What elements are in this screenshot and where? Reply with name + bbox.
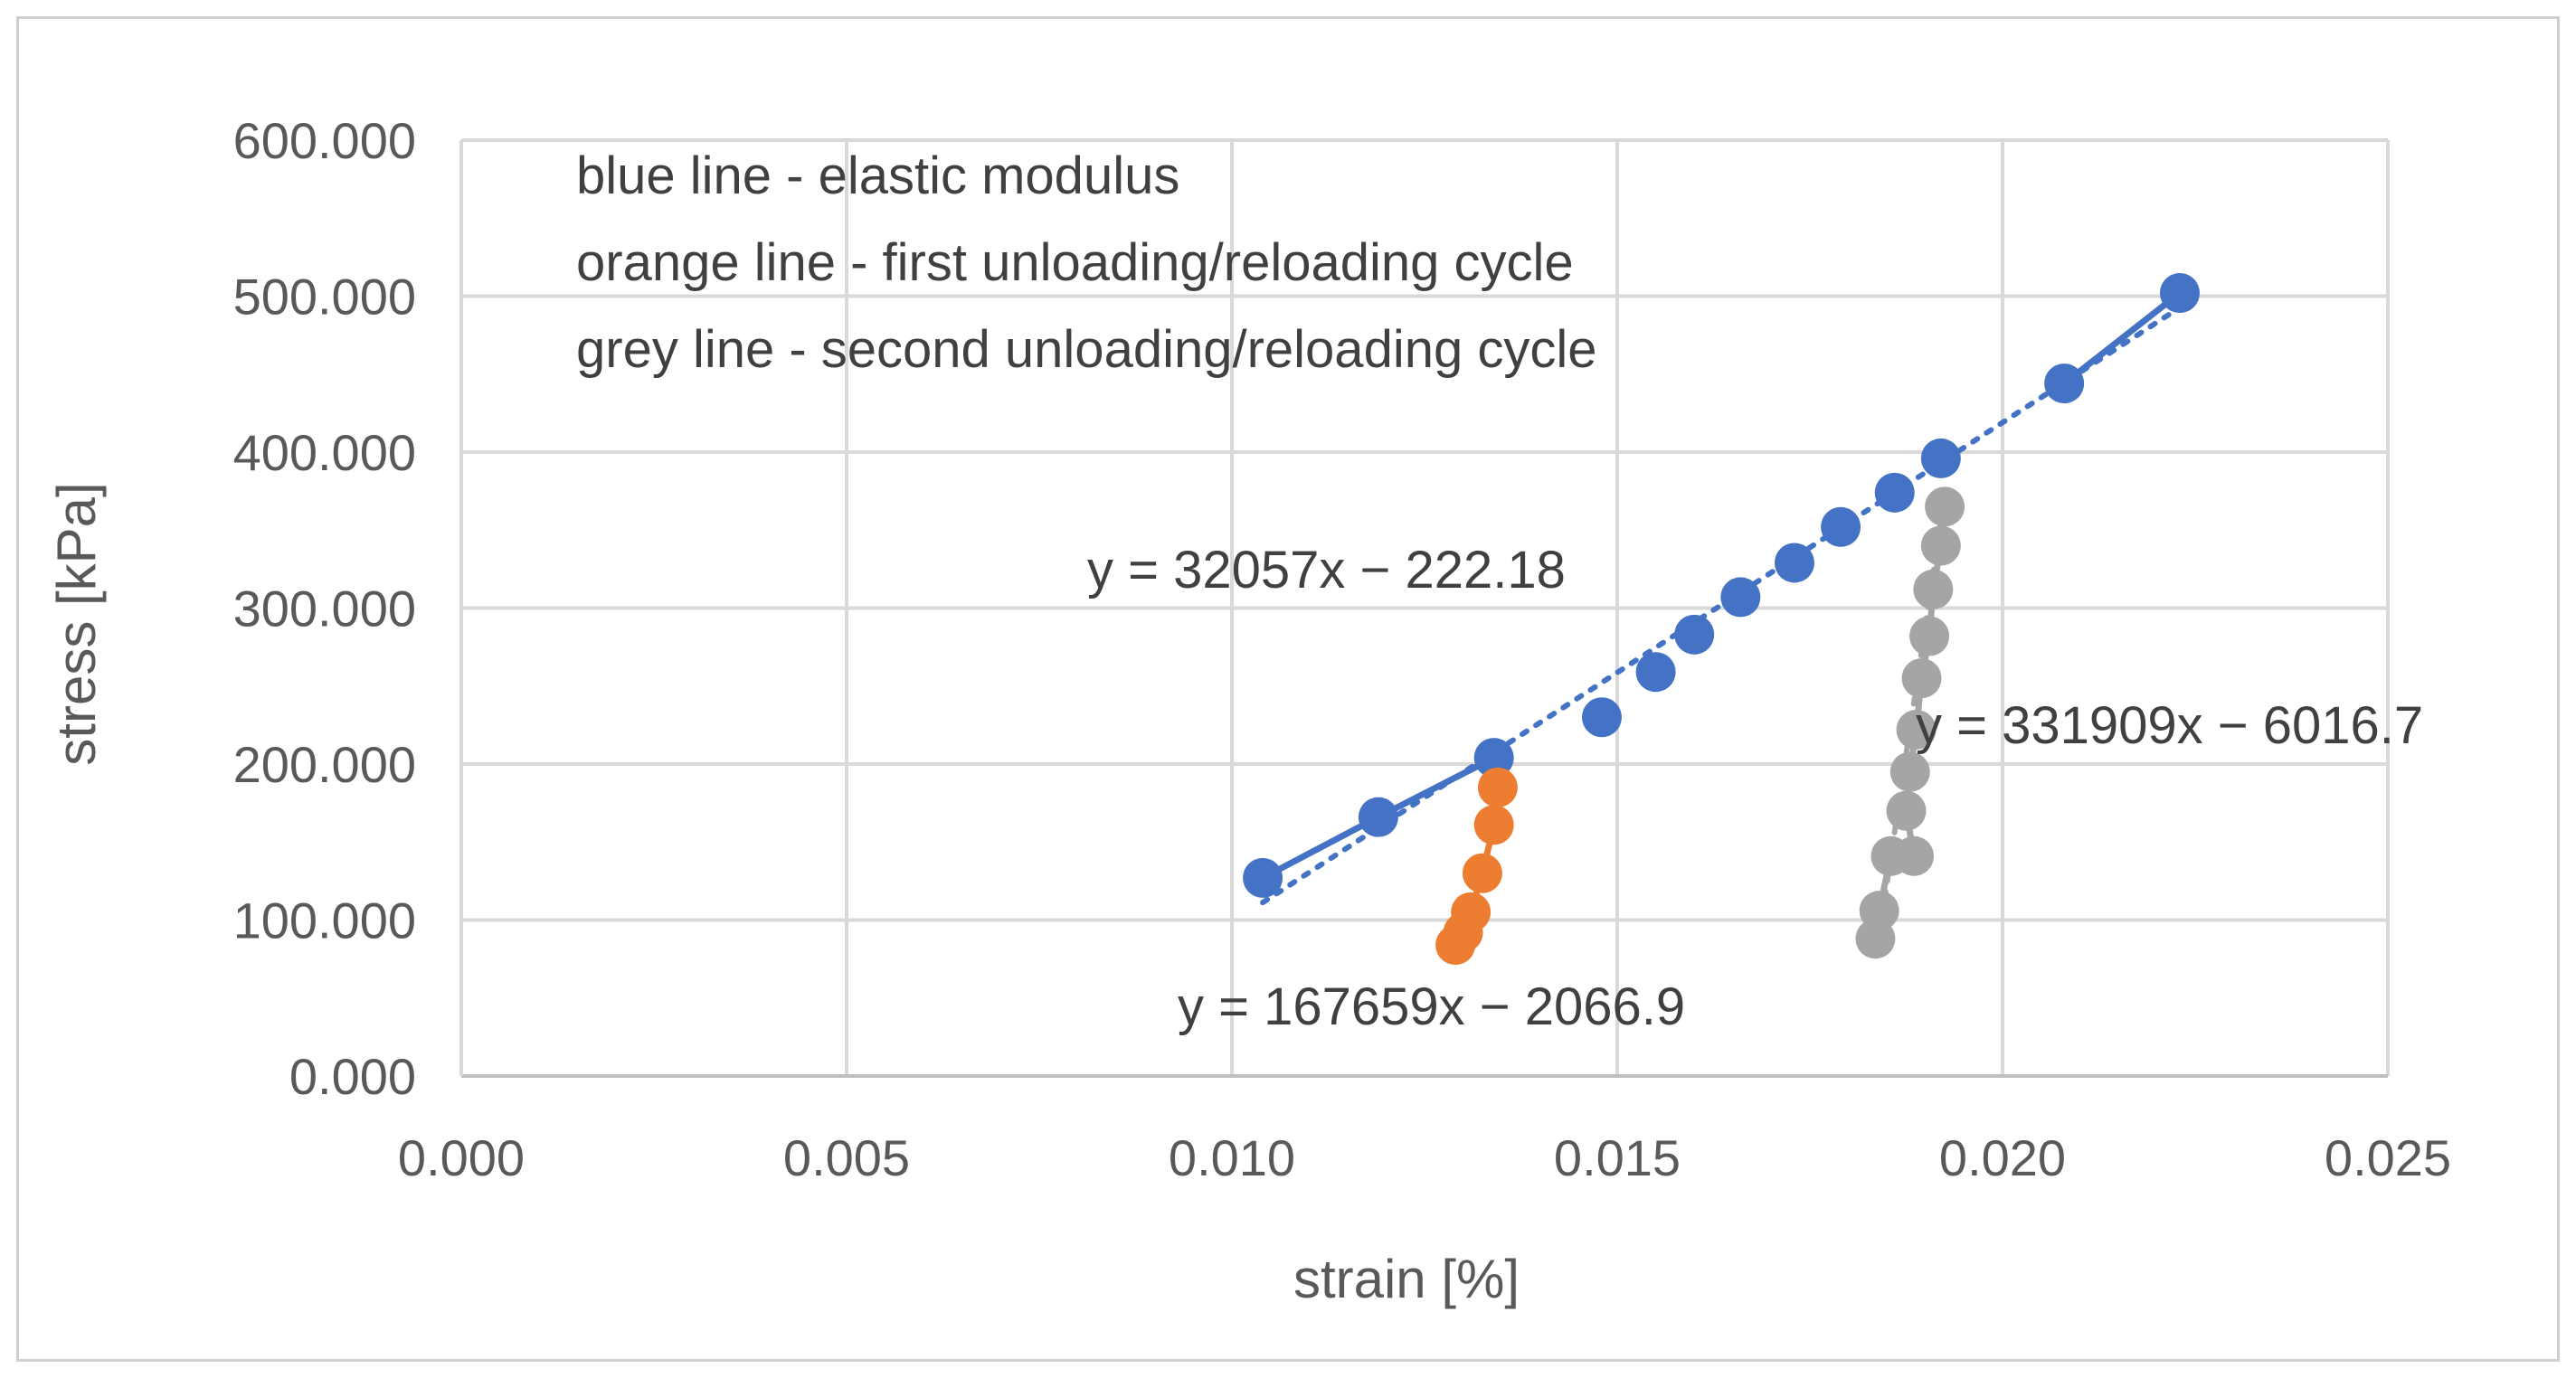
y-tick-label: 400.000 [233, 424, 416, 481]
data-point [1435, 925, 1476, 966]
data-point [1896, 710, 1937, 750]
data-point [1774, 543, 1814, 583]
note-orange-line: orange line - first unloading/reloading … [576, 233, 1574, 292]
data-point [1473, 805, 1514, 845]
trendline-equation-blue: y = 32057x − 222.18 [1087, 541, 1566, 599]
x-tick-label: 0.025 [2325, 1129, 2451, 1186]
data-point [1477, 767, 1518, 807]
data-point [2044, 363, 2085, 404]
data-point [1720, 577, 1761, 618]
y-tick-label: 300.000 [233, 580, 416, 637]
data-point [1874, 472, 1915, 513]
data-point [1581, 697, 1622, 738]
data-point [1920, 438, 1961, 478]
y-tick-label: 600.000 [233, 112, 416, 169]
chart-frame [16, 16, 2560, 1362]
y-tick-label: 0.000 [289, 1048, 416, 1105]
data-point [1635, 652, 1676, 693]
trendline-0 [1260, 305, 2183, 906]
data-point [1920, 525, 1961, 566]
x-tick-label: 0.000 [398, 1129, 525, 1186]
y-tick-label: 100.000 [233, 892, 416, 949]
x-axis-title: strain [%] [1293, 1249, 1520, 1309]
data-point [1358, 797, 1398, 837]
x-tick-label: 0.020 [1939, 1129, 2066, 1186]
trendline-equation-orange: y = 167659x − 2066.9 [1178, 977, 1685, 1036]
y-tick-label: 200.000 [233, 736, 416, 793]
data-point [1243, 857, 1283, 898]
trendlines [1260, 305, 2183, 949]
x-tick-label: 0.005 [783, 1129, 910, 1186]
x-tick-label: 0.015 [1554, 1129, 1681, 1186]
data-point [1889, 751, 1930, 792]
y-axis-title: stress [kPa] [46, 482, 107, 765]
note-grey-line: grey line - second unloading/reloading c… [576, 320, 1596, 379]
y-tick-label: 500.000 [233, 269, 416, 326]
data-point [1821, 506, 1861, 547]
note-blue-line: blue line - elastic modulus [576, 146, 1179, 205]
trendline-equation-grey: y = 331909x − 6016.7 [1916, 696, 2423, 755]
gridlines [461, 138, 2390, 1076]
data-point [1674, 614, 1715, 655]
data-point [1901, 658, 1942, 699]
series-line-0 [2062, 290, 2183, 386]
data-point [1870, 835, 1911, 876]
data-point [1855, 919, 1896, 959]
x-tick-label: 0.010 [1169, 1129, 1295, 1186]
data-point [1909, 616, 1950, 656]
data-point [2159, 273, 2200, 314]
data-point [1886, 790, 1927, 831]
axes: 0.000 0.005 0.010 0.015 0.020 0.025 0.000 100.0… [233, 112, 2452, 1186]
data-point [1462, 853, 1502, 893]
data-point [1925, 486, 1965, 527]
data-series [1243, 273, 2200, 966]
data-point [1473, 738, 1514, 779]
data-point [1913, 569, 1954, 609]
